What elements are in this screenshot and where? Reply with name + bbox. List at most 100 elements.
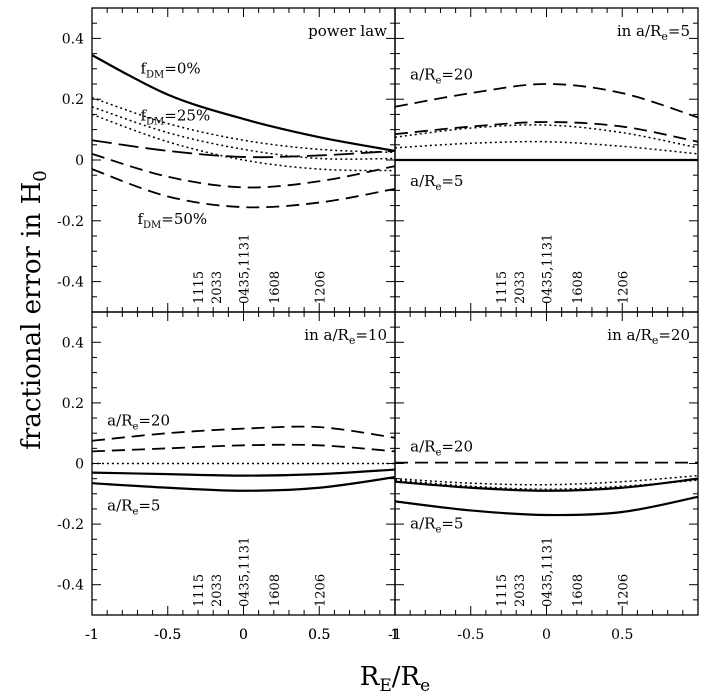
- y-tick-label: 0: [75, 153, 84, 169]
- panel-bottom-left: 0.40.20-0.2-0.4-1 -0.5 0 0.5 1in a/Re=101115…: [57, 311, 400, 643]
- series-line-dotted: [91, 96, 396, 154]
- curve-annotation: a/Re=20: [410, 65, 473, 86]
- annotation-rest: =5: [441, 515, 463, 533]
- series-line-dotted: [394, 140, 699, 155]
- x-tick-label: -1: [85, 627, 99, 643]
- series-line-dashed: [91, 443, 396, 453]
- galaxy-label: 1206: [313, 271, 328, 304]
- y-tick-label: -0.2: [57, 517, 84, 533]
- curve-annotation: a/Re=5: [107, 496, 160, 517]
- y-axis-title-sub: 0: [30, 170, 51, 181]
- y-tick-label: 0: [75, 457, 84, 473]
- annotation-rest: =5: [138, 496, 160, 514]
- annotation-sub: e: [132, 422, 138, 433]
- galaxy-label: 2033: [210, 574, 225, 607]
- x-tick-label: -0.5: [457, 627, 484, 643]
- curve-annotation: fDM=0%: [140, 59, 200, 80]
- series-line-solid: [91, 54, 396, 152]
- galaxy-label: 0435,1131: [238, 537, 253, 607]
- y-tick-label: -0.4: [57, 275, 84, 291]
- annotation-sub: e: [435, 525, 441, 536]
- y-tick-label: 0.2: [62, 396, 84, 412]
- x-tick-label: 1: [391, 627, 400, 643]
- x-tick-label: -0.5: [154, 627, 181, 643]
- y-axis-title-main: fractional error in H: [17, 182, 47, 450]
- annotation-main: a/R: [410, 172, 436, 190]
- annotation-rest: =0%: [164, 59, 200, 77]
- x-axis-title-mid: /R: [392, 662, 422, 692]
- y-tick-label: -0.2: [57, 214, 84, 230]
- annotation-sub: DM: [146, 69, 164, 80]
- y-tick-label: 0.4: [62, 31, 84, 47]
- panel-title: in a/Re=20: [607, 326, 690, 347]
- x-tick-label: 0: [239, 627, 248, 643]
- x-tick-label: -1: [388, 627, 402, 643]
- galaxy-label: 1115: [495, 574, 510, 607]
- annotation-rest: =25%: [164, 106, 210, 124]
- curve-annotation: fDM=50%: [137, 210, 207, 231]
- series-line-dashed: [91, 425, 396, 442]
- series-line-longdash: [91, 139, 396, 159]
- x-axis-title-r: R: [360, 662, 381, 692]
- annotation-rest: =5: [441, 172, 463, 190]
- x-tick-label: 0.5: [611, 627, 633, 643]
- annotation-main: f: [137, 210, 144, 228]
- series-line-dotted: [394, 479, 699, 491]
- series-line-dotted: [394, 124, 699, 149]
- series-line-solid: [91, 468, 396, 477]
- annotation-main: a/R: [107, 496, 133, 514]
- annotation-sub: e: [435, 75, 441, 86]
- panel-title: in a/Re=5: [617, 22, 690, 43]
- galaxy-label: 1206: [616, 271, 631, 304]
- galaxy-label: 1206: [313, 574, 328, 607]
- x-tick-label: 0.5: [308, 627, 330, 643]
- annotation-main: a/R: [410, 515, 436, 533]
- series-line-dotted: [394, 474, 699, 486]
- galaxy-label: 0435,1131: [541, 234, 556, 304]
- series-line-dashed: [394, 83, 699, 119]
- galaxy-label: 2033: [513, 574, 528, 607]
- y-tick-label: 0.4: [62, 335, 84, 351]
- x-tick-label: 0.5: [308, 627, 330, 643]
- annotation-main: f: [140, 106, 147, 124]
- series-line-dashed: [394, 121, 699, 143]
- curve-annotation: a/Re=5: [410, 515, 463, 536]
- curve-annotation: fDM=25%: [140, 106, 210, 127]
- galaxy-label: 0435,1131: [541, 537, 556, 607]
- x-axis-title: RE/Re: [360, 662, 430, 696]
- annotation-rest: =50%: [161, 210, 207, 228]
- panel-title-main: in a/R: [617, 22, 662, 40]
- x-axis-title-sub1: E: [379, 676, 391, 696]
- series-line-solid: [394, 477, 699, 492]
- panel-title-main: in a/R: [607, 326, 652, 344]
- y-tick-label: 0.2: [62, 92, 84, 108]
- annotation-rest: =20: [138, 412, 170, 430]
- galaxy-label: 0435,1131: [238, 234, 253, 304]
- panel-title-rest: =5: [668, 22, 690, 40]
- galaxy-label: 1608: [571, 271, 586, 304]
- panel-title-sub: e: [652, 334, 659, 347]
- curve-annotation: a/Re=5: [410, 172, 463, 193]
- annotation-main: a/R: [410, 65, 436, 83]
- annotation-sub: e: [435, 447, 441, 458]
- x-tick-label: -1: [85, 627, 99, 643]
- panel-title-sub: e: [349, 334, 356, 347]
- galaxy-label: 1608: [571, 574, 586, 607]
- x-tick-label: -0.5: [154, 627, 181, 643]
- panel-title: in a/Re=10: [304, 326, 387, 347]
- galaxy-label: 1115: [192, 574, 207, 607]
- galaxy-label: 1206: [616, 574, 631, 607]
- x-axis-title-sub2: e: [420, 676, 430, 696]
- annotation-rest: =20: [441, 437, 473, 455]
- galaxy-label: 2033: [513, 271, 528, 304]
- series-line-solid: [91, 476, 396, 492]
- galaxy-label: 1608: [268, 271, 283, 304]
- galaxy-label: 1115: [192, 271, 207, 304]
- panel-title: power law: [308, 22, 387, 40]
- annotation-rest: =20: [441, 65, 473, 83]
- annotation-sub: e: [435, 182, 441, 193]
- annotation-main: a/R: [107, 412, 133, 430]
